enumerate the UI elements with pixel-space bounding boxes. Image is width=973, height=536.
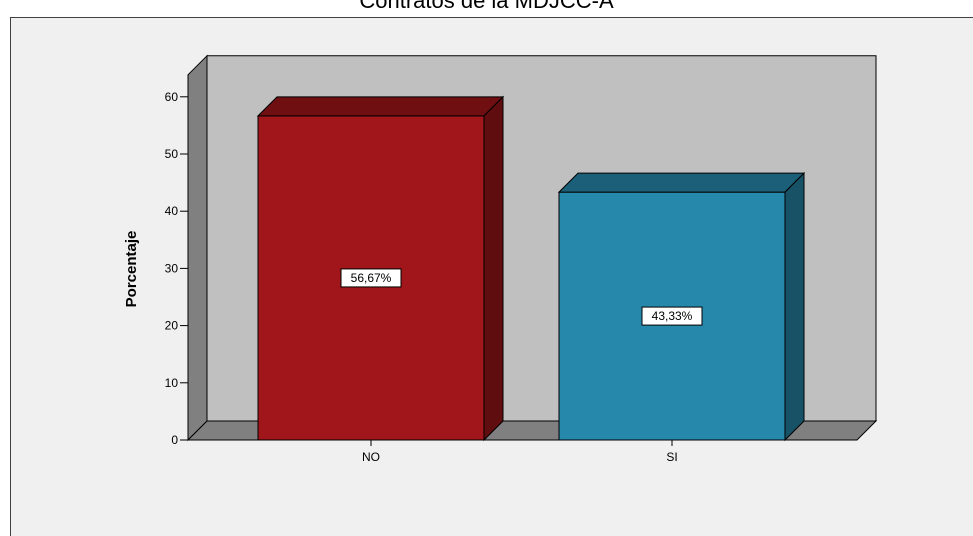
data-label: 56,67% bbox=[351, 271, 392, 285]
bars: 56,67% 43,33% bbox=[256, 95, 806, 442]
y-tick-label: 30 bbox=[165, 261, 179, 275]
y-tick-label: 60 bbox=[165, 90, 179, 104]
data-label-box bbox=[340, 268, 402, 288]
y-tick-label: 40 bbox=[165, 204, 179, 218]
y-tick-label: 10 bbox=[165, 376, 179, 390]
y-tick-label: 0 bbox=[171, 433, 178, 447]
y-tick-label: 50 bbox=[165, 147, 179, 161]
x-tick-label: SI bbox=[666, 450, 677, 464]
bar-si: 43,33% bbox=[557, 171, 806, 442]
data-label: 43,33% bbox=[652, 309, 693, 323]
y-axis-title: Porcentaje bbox=[123, 231, 140, 308]
bar-no: 56,67% bbox=[256, 95, 505, 442]
data-label-box bbox=[641, 306, 703, 326]
chart-title: Contratos de la MDJCC-A bbox=[359, 0, 614, 13]
y-axis: 0 10 20 30 40 50 60 bbox=[165, 90, 188, 447]
bar-side bbox=[784, 171, 805, 442]
x-axis: NO SI bbox=[362, 440, 678, 464]
y-tick-label: 20 bbox=[165, 319, 179, 333]
bar-side bbox=[483, 95, 504, 442]
x-tick-label: NO bbox=[362, 450, 380, 464]
side-wall bbox=[187, 54, 208, 442]
bar-top bbox=[256, 96, 505, 117]
bar-top bbox=[557, 172, 806, 193]
